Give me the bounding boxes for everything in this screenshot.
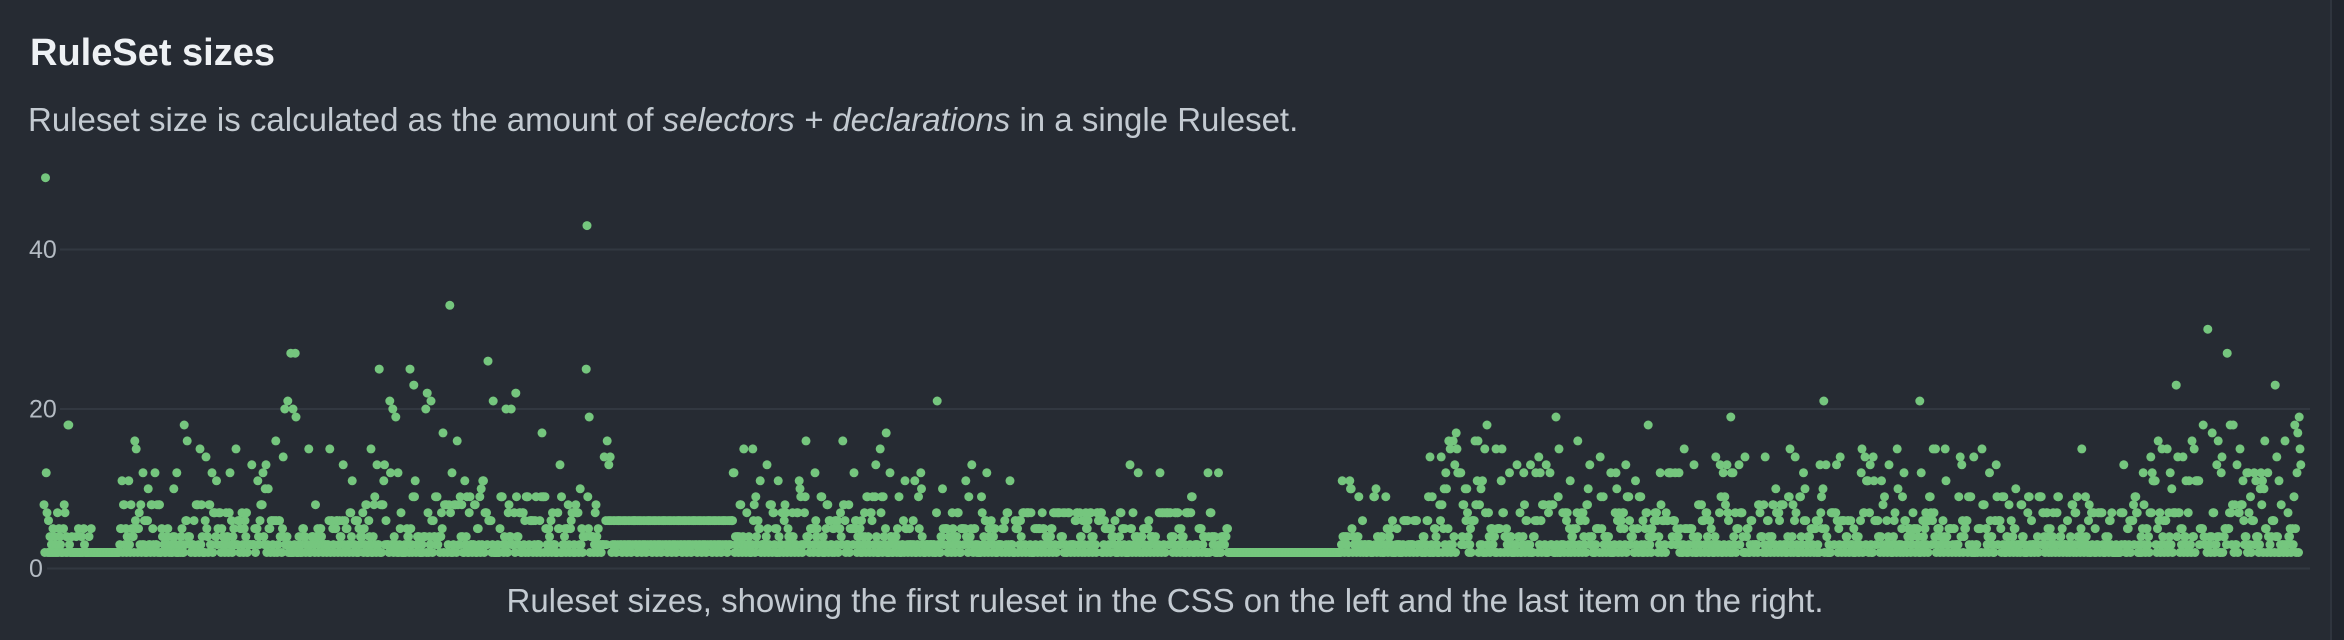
svg-text:0: 0 bbox=[29, 555, 43, 583]
svg-text:20: 20 bbox=[29, 396, 57, 424]
svg-text:40: 40 bbox=[29, 236, 57, 264]
